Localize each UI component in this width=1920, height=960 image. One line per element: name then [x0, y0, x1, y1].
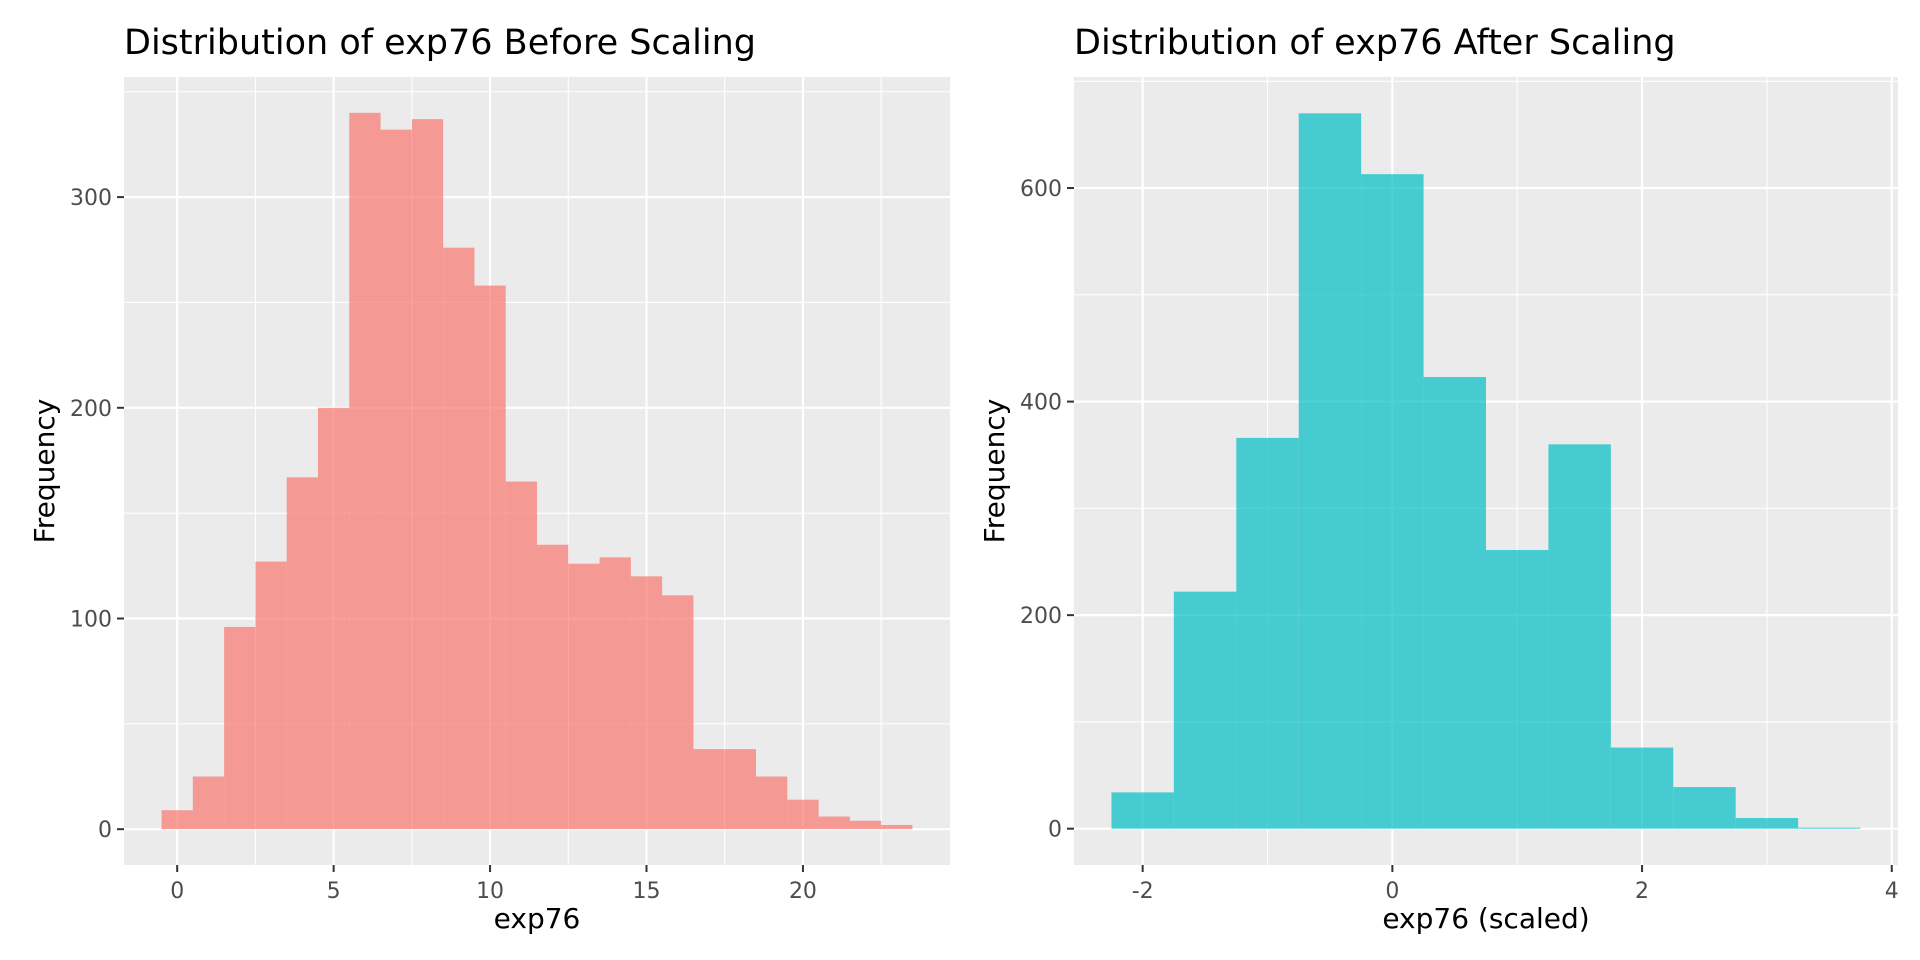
x-tick-label: 10 [476, 879, 504, 904]
x-tick-label: 4 [1885, 879, 1899, 904]
histogram-bar [818, 816, 850, 830]
x-tick-label: -2 [1132, 879, 1154, 904]
histogram-bar [1173, 591, 1237, 829]
x-tick-label: 2 [1635, 879, 1649, 904]
histogram-bar [756, 776, 788, 830]
y-axis-title: Frequency [28, 399, 61, 544]
histogram-bar [255, 561, 287, 830]
chart-after-scaling: -2 0 2 4 0 200 400 600 Distribution of exp76 Aft… [978, 23, 1899, 935]
chart-title: Distribution of exp76 Before Scaling [124, 23, 756, 63]
histogram-bar [317, 407, 350, 830]
histogram-bar [1361, 174, 1424, 829]
y-tick-label: 0 [1048, 818, 1062, 843]
x-tick-label: 0 [170, 879, 184, 904]
histogram-bar [537, 544, 569, 830]
y-tick-label: 400 [1020, 391, 1062, 416]
x-tick-label: 5 [327, 879, 341, 904]
histogram-bar [474, 285, 506, 830]
histogram-bar [380, 129, 412, 830]
histogram-bar [787, 799, 819, 830]
histogram-bars [161, 112, 913, 830]
x-axis-title: exp76 [494, 902, 581, 935]
histogram-bar [662, 595, 694, 830]
histogram-bar [881, 824, 913, 830]
histogram-bar [1798, 827, 1861, 829]
histogram-bar [1423, 377, 1486, 829]
histogram-bar [161, 810, 193, 830]
histogram-bar [1236, 437, 1299, 829]
y-tick-label: 600 [1020, 177, 1062, 202]
y-tick-label: 100 [70, 607, 112, 632]
histogram-bar [724, 749, 757, 830]
histogram-bar [411, 119, 444, 830]
y-tick-label: 200 [70, 397, 112, 422]
y-tick-label: 300 [70, 186, 112, 211]
histogram-bar [443, 247, 475, 830]
x-tick-label: 0 [1385, 879, 1399, 904]
histogram-bar [192, 776, 225, 830]
histogram-bar [1610, 747, 1674, 829]
histogram-bar [1298, 113, 1362, 829]
histogram-bar [849, 820, 882, 830]
histogram-bar [286, 477, 318, 830]
histogram-bar [1735, 818, 1799, 829]
x-tick-label: 20 [789, 879, 817, 904]
histogram-bar [568, 563, 600, 830]
histogram-bar [349, 112, 381, 830]
chart-title: Distribution of exp76 After Scaling [1074, 23, 1676, 63]
histogram-bar [1486, 550, 1549, 829]
x-axis-title: exp76 (scaled) [1382, 902, 1589, 935]
histogram-bar [224, 626, 256, 830]
histogram-bar [630, 576, 663, 830]
y-axis-title: Frequency [978, 399, 1011, 544]
histogram-bars [1111, 113, 1861, 829]
histogram-bar [505, 481, 537, 830]
x-tick-label: 15 [633, 879, 661, 904]
histogram-bar [693, 749, 725, 830]
axis-ticks: -2 0 2 4 0 200 400 600 [1020, 177, 1899, 904]
histogram-bar [1673, 787, 1736, 829]
histogram-bar [1111, 792, 1174, 829]
y-tick-label: 200 [1020, 604, 1062, 629]
y-tick-label: 0 [98, 818, 112, 843]
histogram-bar [599, 557, 631, 830]
histogram-bar [1548, 444, 1611, 829]
